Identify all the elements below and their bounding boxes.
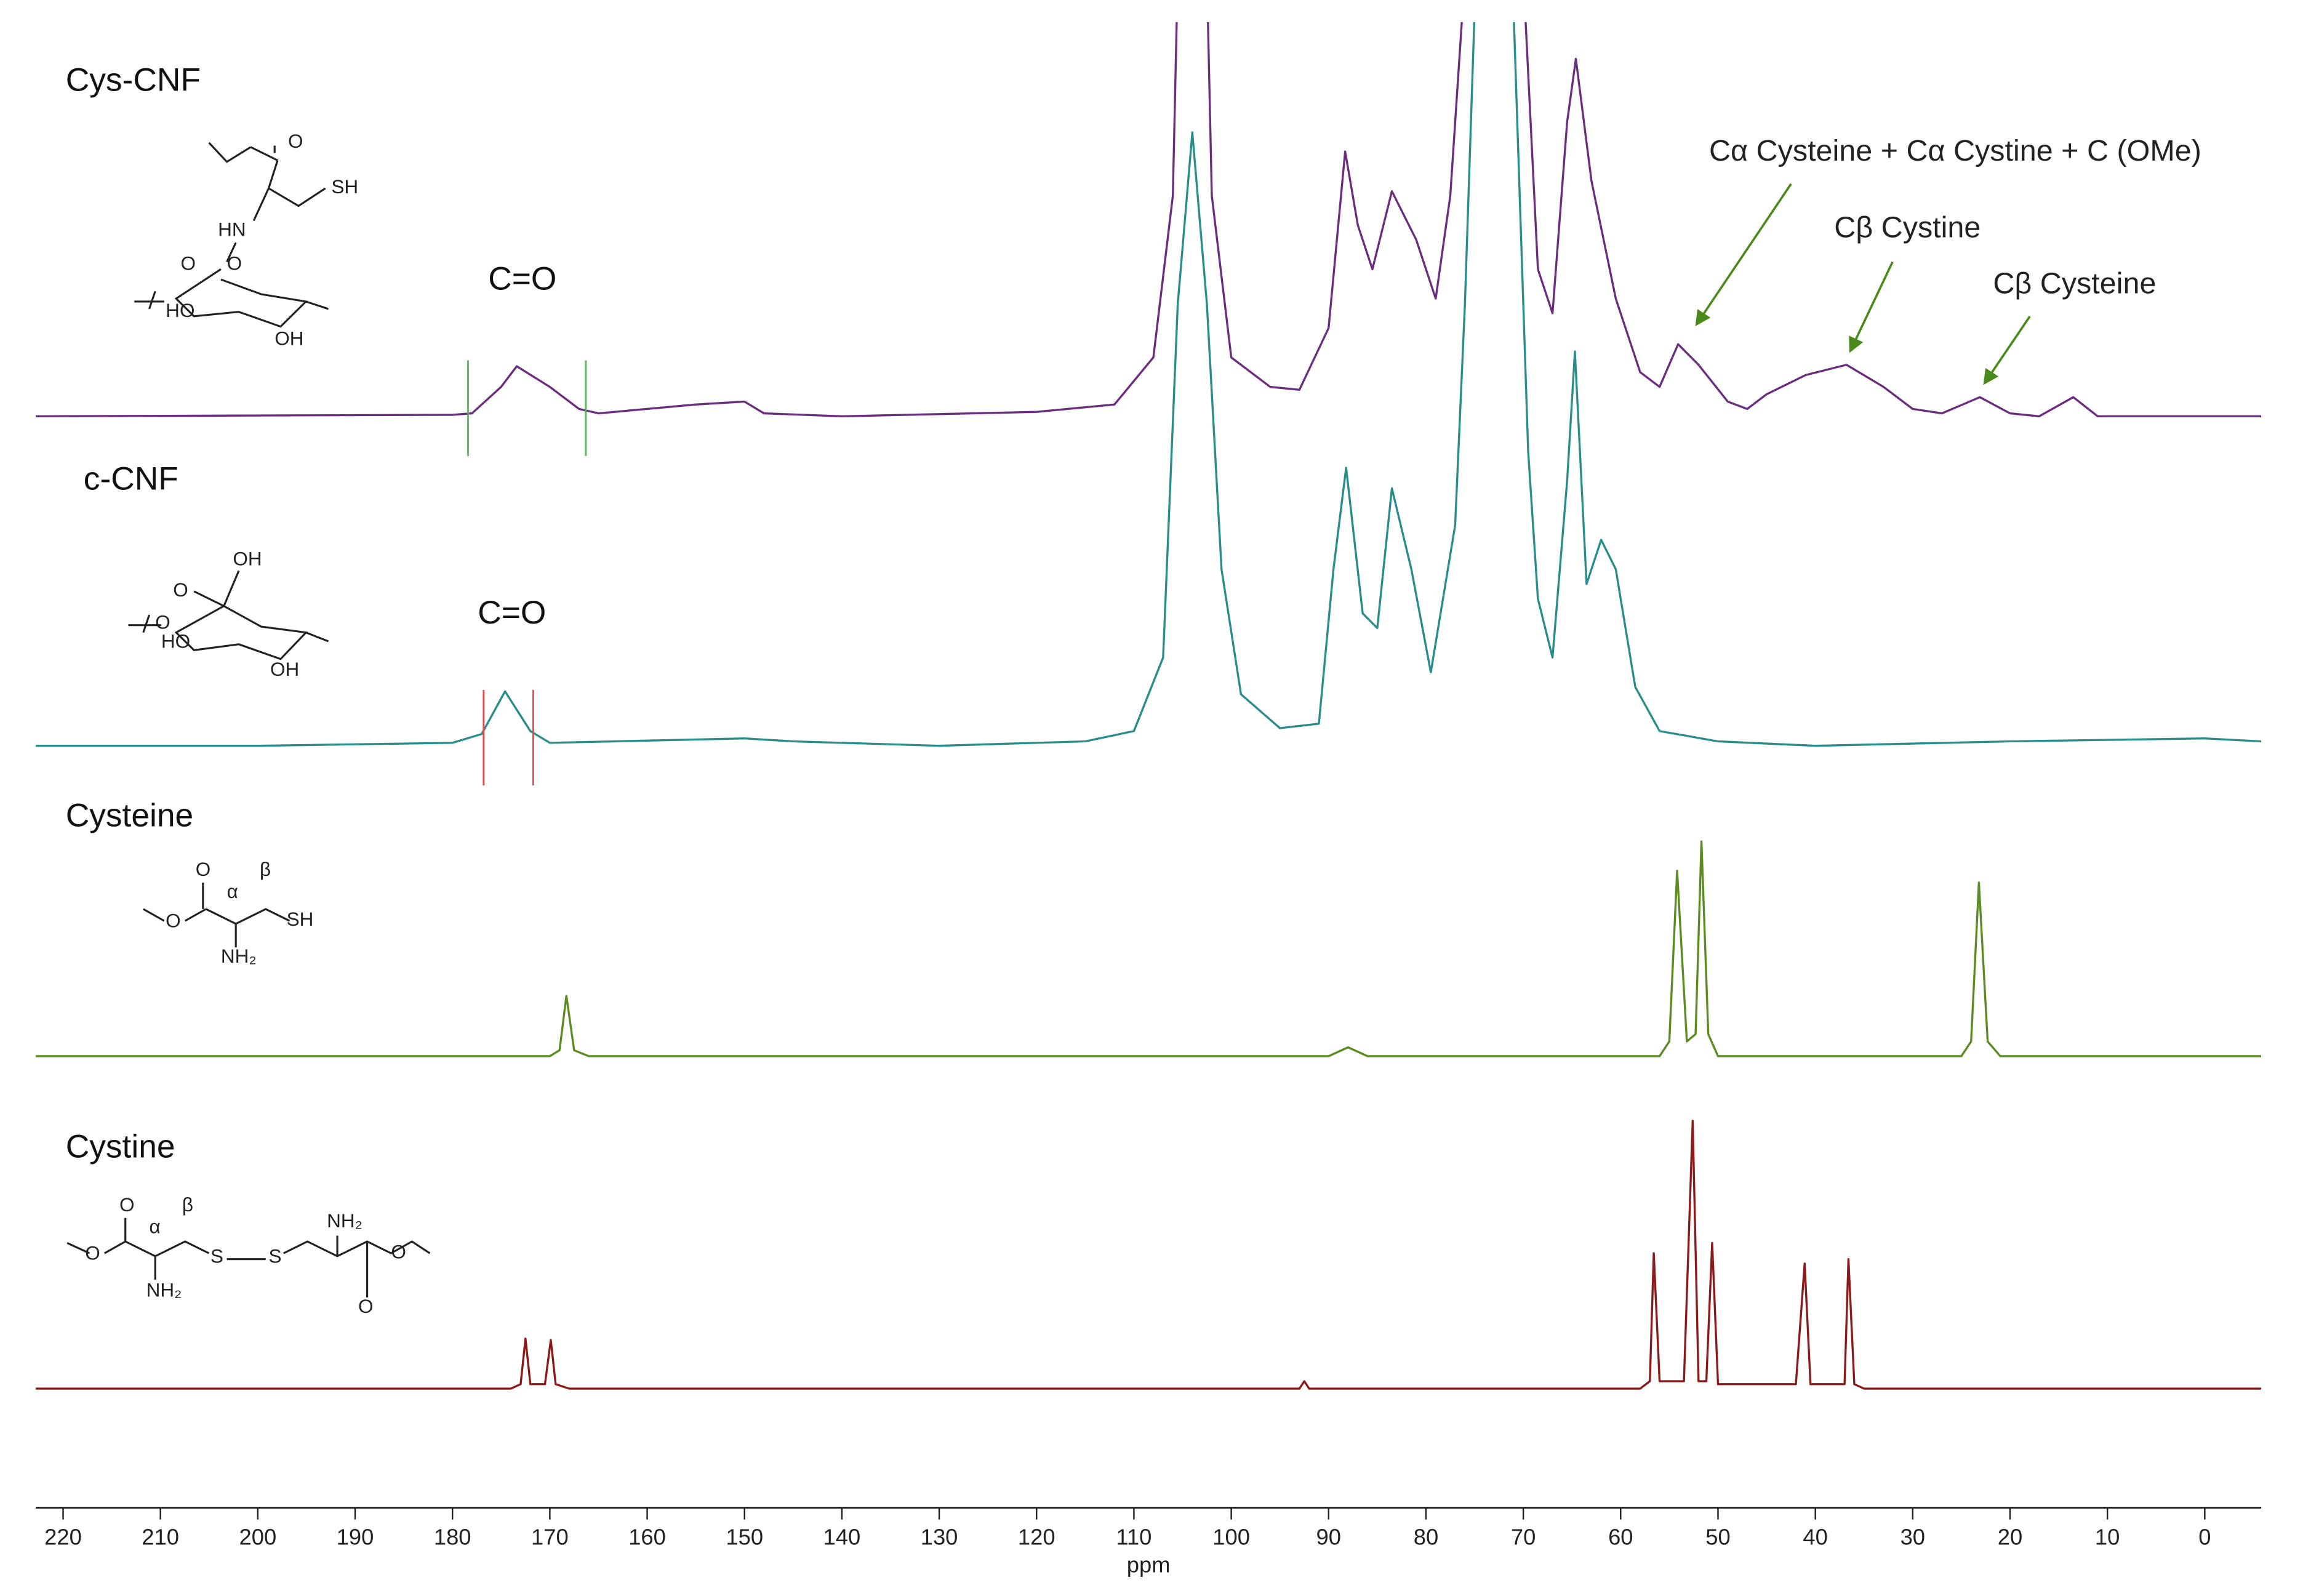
x-tick-label: 150 — [726, 1524, 763, 1549]
atom-label: HO — [166, 300, 194, 321]
x-tick-label: 170 — [531, 1524, 569, 1549]
x-tick-label: 220 — [44, 1524, 82, 1549]
atom-label: O — [155, 612, 170, 633]
x-tick-label: 210 — [142, 1524, 179, 1549]
x-tick-label: 20 — [1998, 1524, 2022, 1549]
x-axis-label: ppm — [1127, 1552, 1171, 1578]
x-tick-label: 180 — [434, 1524, 471, 1549]
plot-area — [36, 22, 2262, 1390]
spectrum-line — [36, 22, 2262, 747]
annotation-arrows — [1695, 183, 2031, 385]
atom-label: α — [150, 1216, 161, 1238]
atom-label: O — [180, 253, 196, 275]
spectrum-line — [36, 1120, 2262, 1390]
structure-cysteine: O α β O SH NH₂ — [143, 859, 314, 967]
x-tick-label: 70 — [1511, 1524, 1536, 1549]
x-tick-label: 60 — [1608, 1524, 1633, 1549]
atom-label: O — [288, 130, 303, 152]
atom-label: O — [119, 1194, 135, 1216]
spectrum-label: c-CNF — [84, 461, 178, 497]
x-tick-label: 200 — [239, 1524, 276, 1549]
x-tick-label: 120 — [1018, 1524, 1055, 1549]
structure-c-cnf: OH O O HO OH — [128, 548, 329, 680]
atom-label: O — [227, 253, 242, 275]
atom-label: HO — [161, 631, 190, 652]
atom-label: NH₂ — [221, 945, 257, 967]
x-tick-label: 10 — [2095, 1524, 2120, 1549]
atom-label: O — [196, 859, 211, 880]
atom-label: NH₂ — [327, 1210, 362, 1232]
annotation: Cβ Cystine — [1834, 211, 1981, 244]
x-tick-label: 40 — [1803, 1524, 1827, 1549]
x-tick-label: 30 — [1900, 1524, 1925, 1549]
atom-label: O — [391, 1241, 406, 1263]
atom-label: O — [173, 579, 188, 601]
atom-label: S — [210, 1246, 223, 1267]
spectrum-line — [36, 840, 2262, 1057]
atom-label: SH — [287, 908, 314, 930]
annotation: C=O — [488, 261, 556, 297]
atom-label: β — [260, 859, 271, 880]
spectrum-line — [36, 22, 2262, 418]
x-tick-label: 110 — [1116, 1524, 1152, 1549]
atom-label: O — [166, 910, 181, 932]
structure-cys-cnf: O SH HN O O HO OH — [134, 130, 358, 349]
x-tick-label: 80 — [1414, 1524, 1438, 1549]
atom-label: OH — [274, 327, 303, 349]
atom-label: α — [227, 881, 238, 902]
x-tick-label: 130 — [921, 1524, 958, 1549]
x-tick-label: 50 — [1705, 1524, 1730, 1549]
x-tick-label: 90 — [1316, 1524, 1341, 1549]
atom-label: SH — [331, 176, 358, 198]
atom-label: OH — [233, 548, 262, 570]
annotation: C=O — [478, 595, 546, 631]
spectrum-label: Cysteine — [66, 798, 194, 834]
annotation: Cα Cysteine + Cα Cystine + C (OMe) — [1709, 134, 2201, 167]
spectrum-label: Cystine — [66, 1129, 175, 1165]
structure-cystine: O α β O S S NH₂ NH₂ O O — [66, 1194, 431, 1317]
x-tick-label: 0 — [2198, 1524, 2211, 1549]
atom-label: β — [182, 1194, 193, 1216]
atom-label: NH₂ — [146, 1280, 182, 1301]
spectrum-label: Cys-CNF — [66, 62, 201, 98]
atom-label: S — [269, 1246, 282, 1267]
x-tick-label: 140 — [823, 1524, 861, 1549]
x-tick-label: 100 — [1212, 1524, 1250, 1549]
atom-label: HN — [218, 219, 246, 241]
atom-label: O — [358, 1296, 374, 1317]
atom-label: O — [85, 1243, 100, 1264]
atom-label: OH — [270, 659, 299, 680]
x-tick-label: 160 — [628, 1524, 666, 1549]
annotation: Cβ Cysteine — [1993, 267, 2156, 300]
x-tick-label: 190 — [337, 1524, 374, 1549]
